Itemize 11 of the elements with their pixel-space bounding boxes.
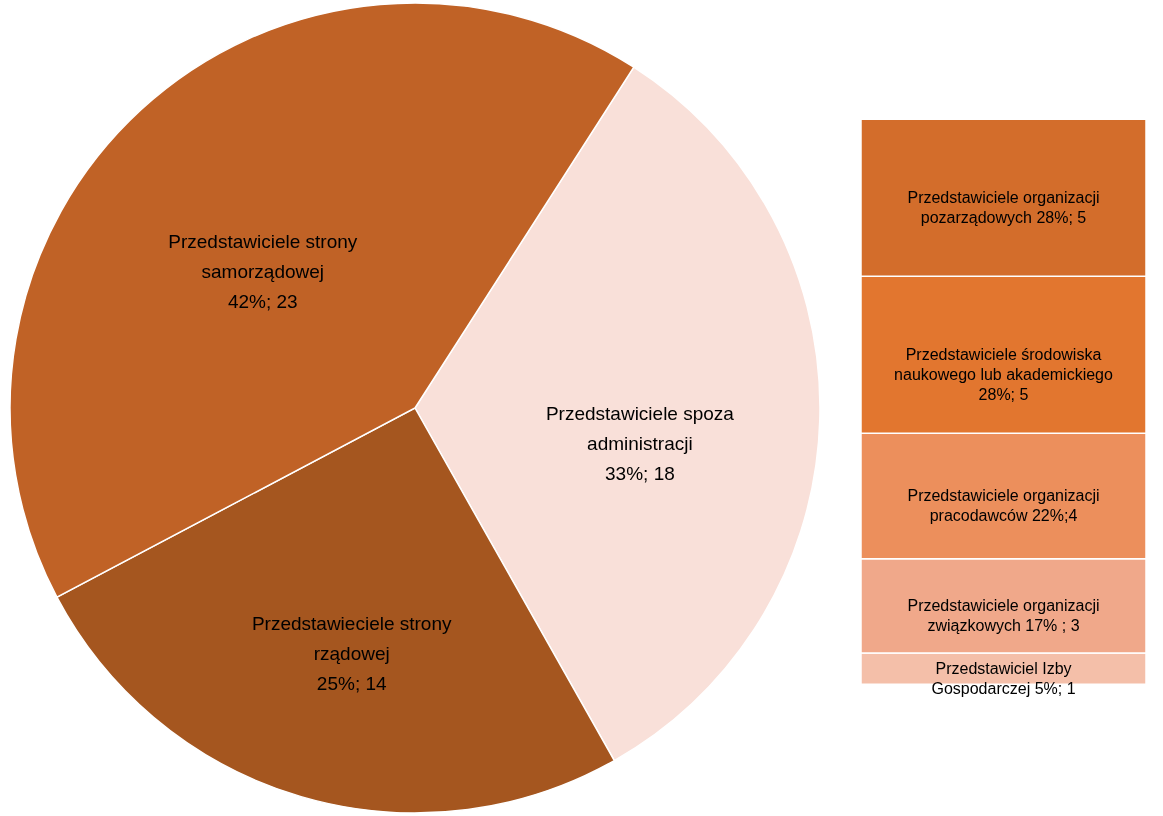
data-label: 42%; 23 bbox=[227, 291, 298, 313]
slice-label: Przedstawiciele strony samorządowej bbox=[168, 231, 358, 283]
slice-label: Przedstawieciele strony rządowej bbox=[251, 612, 452, 664]
data-label: Przedstawiciele organizacji związkowych 17% ; 3 bbox=[907, 596, 1100, 634]
data-label: Przedstawiciele organizacji pozarządowych 28%; 5 bbox=[907, 188, 1100, 226]
data-label: Przedstawiciele organizacji pracodawców 22%;4 bbox=[907, 487, 1100, 525]
data-label: 25%; 14 bbox=[316, 672, 387, 694]
data-label: Przedstawiciel Izby Gospodarczej 5%; 1 bbox=[931, 659, 1076, 697]
slice-label: Przedstawiciele spoza administracji bbox=[545, 403, 735, 455]
data-label: Przedstawiciele środowiska naukowego lub akademickiego 28%; 5 bbox=[894, 345, 1114, 403]
data-label: 33%; 18 bbox=[605, 463, 675, 485]
